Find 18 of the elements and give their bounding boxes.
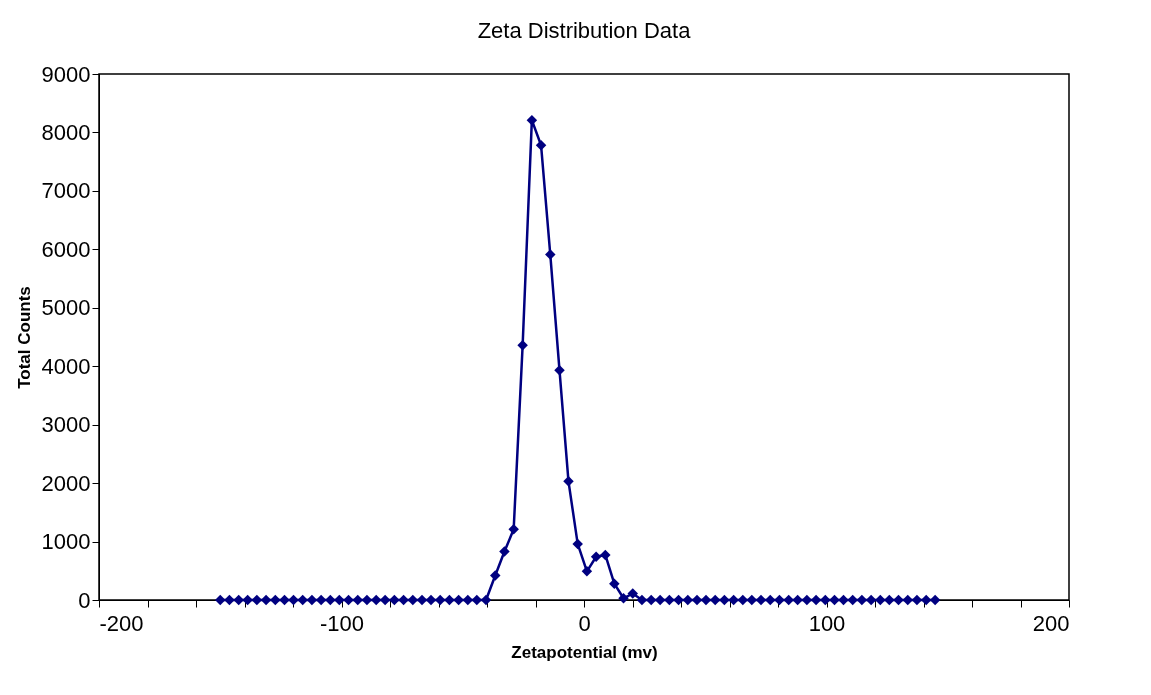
y-tick-label: 1000 — [41, 529, 91, 555]
x-tick-label: 0 — [578, 610, 591, 636]
y-tick-label: 7000 — [41, 178, 91, 204]
x-tick-label: 100 — [808, 610, 846, 636]
x-tick-label: -200 — [99, 610, 144, 636]
x-tick-label: -100 — [319, 610, 365, 636]
y-tick-label: 0 — [78, 587, 91, 613]
chart-title: Zeta Distribution Data — [477, 18, 692, 43]
y-tick-label: 9000 — [41, 61, 91, 87]
x-tick-label: 200 — [1032, 610, 1070, 636]
y-tick-label: 2000 — [41, 470, 91, 496]
y-tick-label: 4000 — [41, 353, 91, 379]
y-tick-label: 5000 — [41, 295, 91, 321]
y-tick-label: 8000 — [41, 119, 91, 145]
y-tick-label: 3000 — [41, 412, 91, 438]
y-tick-label: 6000 — [41, 236, 91, 262]
y-axis-title: Total Counts — [14, 286, 34, 389]
x-axis-title: Zetapotential (mv) — [511, 642, 658, 662]
